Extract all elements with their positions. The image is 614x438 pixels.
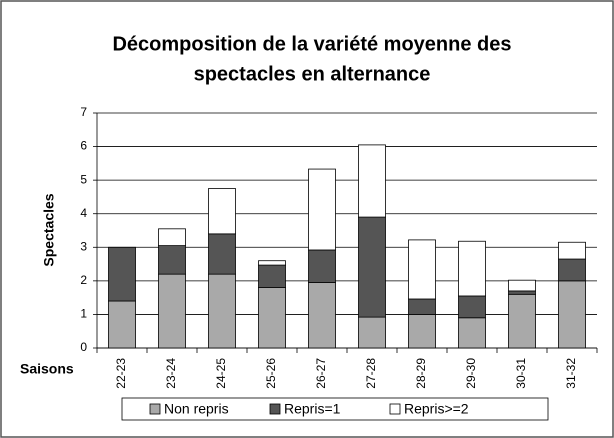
bar-segment bbox=[258, 264, 286, 288]
bar-segment bbox=[258, 287, 286, 349]
bar-segment bbox=[458, 295, 486, 319]
x-tick-label: 24-25 bbox=[214, 358, 228, 389]
bar-segment bbox=[408, 298, 436, 315]
y-tick-label: 4 bbox=[80, 206, 87, 220]
bar-segment bbox=[458, 240, 486, 297]
x-tick-label: 27-28 bbox=[364, 358, 378, 389]
bar-segment bbox=[308, 249, 336, 283]
bar-segment bbox=[558, 280, 586, 349]
x-tick-label: 23-24 bbox=[164, 358, 178, 389]
bar-segment bbox=[558, 241, 586, 260]
x-tick-label: 22-23 bbox=[114, 358, 128, 389]
bar-segment bbox=[108, 246, 136, 302]
x-tick-label: 30-31 bbox=[514, 358, 528, 389]
y-tick-label: 6 bbox=[80, 139, 87, 153]
x-tick-label: 26-27 bbox=[314, 358, 328, 389]
x-axis-label: Saisons bbox=[20, 361, 74, 377]
bar-segment bbox=[208, 188, 236, 235]
bar-segment bbox=[208, 273, 236, 349]
bar-segment bbox=[308, 168, 336, 251]
bar-segment bbox=[258, 260, 286, 266]
bar-segment bbox=[308, 282, 336, 349]
bar-segment bbox=[458, 317, 486, 349]
y-tick-label: 0 bbox=[80, 340, 87, 354]
bar-segment bbox=[158, 245, 186, 275]
x-tick-label: 31-32 bbox=[564, 358, 578, 389]
bar-segment bbox=[358, 144, 386, 218]
y-tick-label: 2 bbox=[80, 273, 87, 287]
bar-segment bbox=[408, 314, 436, 349]
y-axis-label: Spectacles bbox=[41, 193, 57, 266]
legend-label: Non repris bbox=[164, 401, 229, 417]
legend-box bbox=[121, 397, 549, 421]
bar-segment bbox=[108, 300, 136, 349]
bar-segment bbox=[558, 258, 586, 282]
bar-segment bbox=[208, 233, 236, 275]
y-tick-label: 7 bbox=[80, 105, 87, 119]
y-tick-label: 1 bbox=[80, 307, 87, 321]
bar-segment bbox=[508, 293, 536, 349]
x-tick-label: 25-26 bbox=[264, 358, 278, 389]
x-tick-label: 28-29 bbox=[414, 358, 428, 389]
bar-segment bbox=[158, 228, 186, 247]
bar-segment bbox=[408, 239, 436, 300]
bar-segment bbox=[508, 279, 536, 292]
x-tick-label: 29-30 bbox=[464, 358, 478, 389]
chart-title: Décomposition de la variété moyenne des bbox=[112, 33, 511, 55]
bar-segment bbox=[158, 273, 186, 349]
bar-segment bbox=[358, 216, 386, 318]
legend-swatch bbox=[389, 403, 401, 415]
legend-swatch bbox=[149, 403, 161, 415]
legend-swatch bbox=[269, 403, 281, 415]
legend-label: Repris=1 bbox=[284, 401, 341, 417]
bar-segment bbox=[358, 316, 386, 349]
y-tick-label: 5 bbox=[80, 172, 87, 186]
y-tick-label: 3 bbox=[80, 239, 87, 253]
bar-segment bbox=[508, 290, 536, 295]
chart-title: spectacles en alternance bbox=[194, 63, 431, 85]
legend-label: Repris>=2 bbox=[404, 401, 469, 417]
